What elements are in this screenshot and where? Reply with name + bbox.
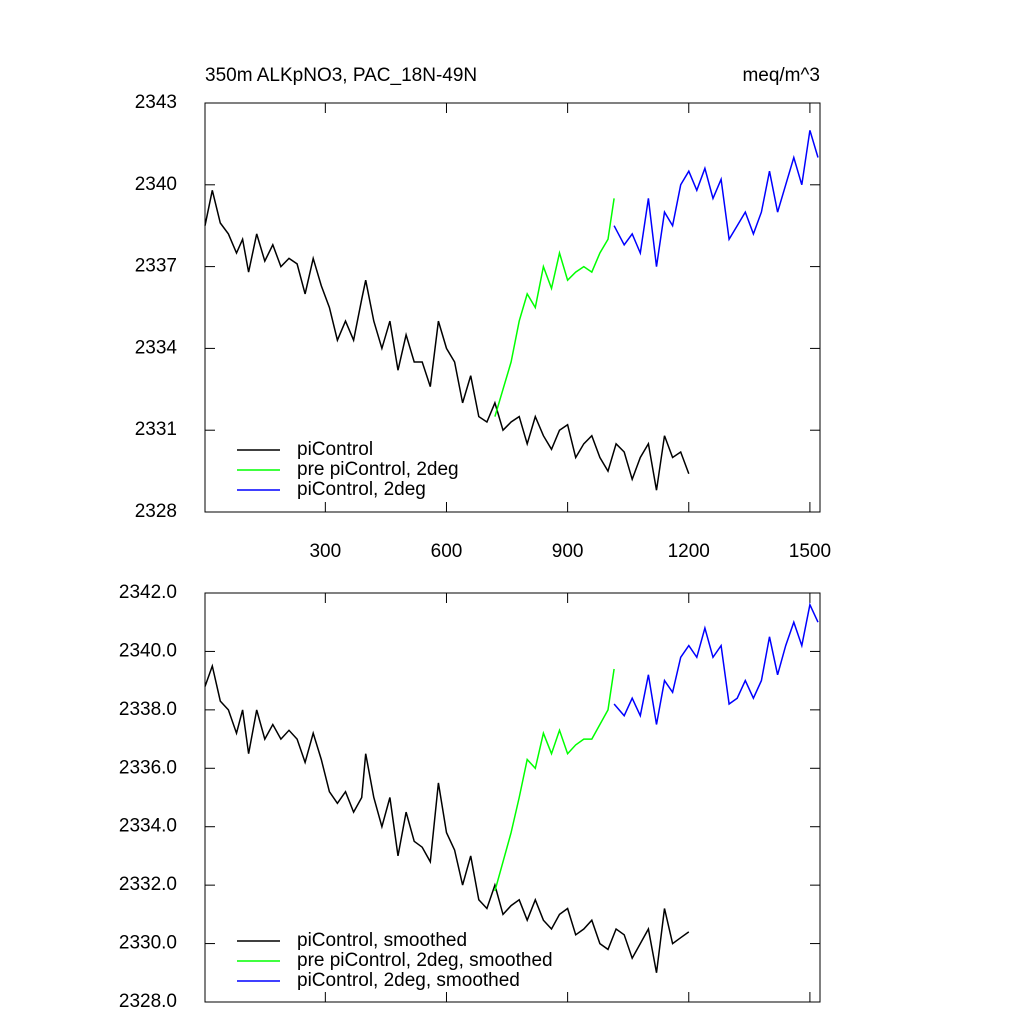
legend-label: piControl — [297, 439, 373, 460]
units-label: meq/m^3 — [742, 65, 820, 86]
plot-frame — [204, 592, 821, 1003]
y-tick-label: 2334 — [135, 337, 178, 358]
plot-frame — [204, 102, 821, 513]
x-tick-label: 900 — [552, 541, 584, 562]
data-line — [494, 198, 615, 417]
x-tick-label: 1200 — [668, 541, 710, 562]
x-tick-label: 600 — [431, 541, 463, 562]
y-tick-label: 2336.0 — [119, 757, 177, 778]
y-tick-label: 2328 — [135, 501, 177, 522]
y-tick-label: 2328.0 — [119, 991, 177, 1012]
y-tick-label: 2340 — [135, 174, 177, 195]
y-tick-label: 2337 — [135, 256, 177, 277]
data-line — [613, 130, 819, 267]
data-line — [204, 190, 690, 491]
y-tick-label: 2334.0 — [119, 816, 177, 837]
legend-label: pre piControl, 2deg — [297, 459, 459, 480]
legend-label: piControl, 2deg, smoothed — [297, 970, 520, 991]
y-tick-label: 2338.0 — [119, 699, 177, 720]
legend-label: pre piControl, 2deg, smoothed — [297, 950, 553, 971]
y-tick-label: 2331 — [135, 419, 177, 440]
y-tick-label: 2343 — [135, 92, 177, 113]
legend-label: piControl, smoothed — [297, 930, 467, 951]
y-tick-label: 2342.0 — [119, 582, 177, 603]
y-tick-label: 2332.0 — [119, 874, 177, 895]
legend-label: piControl, 2deg — [297, 479, 426, 500]
chart-title: 350m ALKpNO3, PAC_18N-49N — [205, 65, 477, 86]
data-line — [204, 663, 690, 973]
x-tick-label: 1500 — [789, 541, 831, 562]
x-tick-label: 300 — [309, 541, 341, 562]
data-line — [494, 668, 615, 892]
y-tick-label: 2330.0 — [119, 933, 177, 954]
y-tick-label: 2340.0 — [119, 640, 177, 661]
data-line — [613, 602, 819, 725]
